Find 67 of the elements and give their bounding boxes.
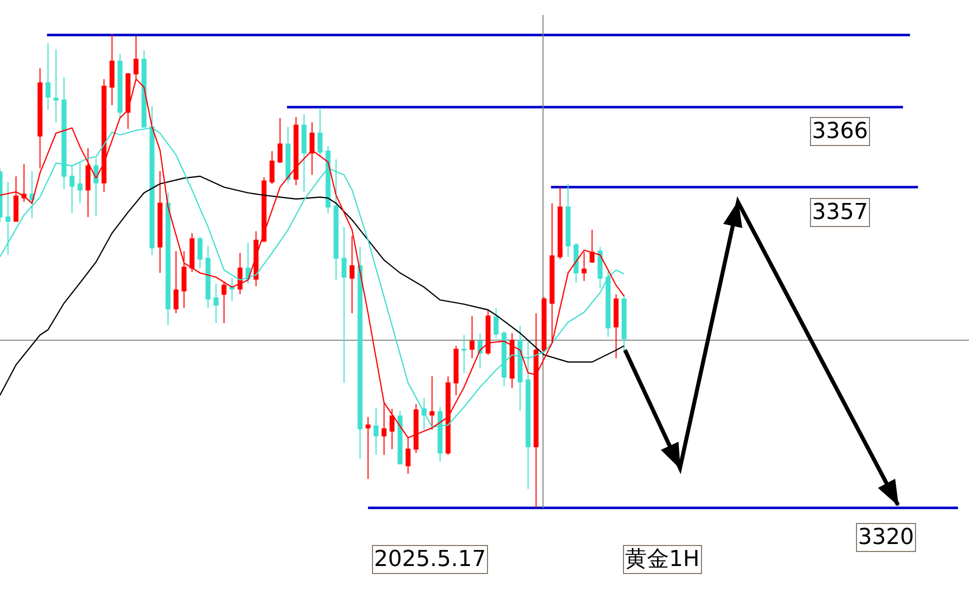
candlestick: [158, 170, 162, 274]
candlestick: [550, 202, 555, 344]
candlestick: [310, 122, 315, 176]
candlestick: [70, 165, 74, 214]
candlestick: [350, 235, 355, 314]
candlestick: [286, 126, 290, 184]
candlestick: [230, 278, 234, 302]
candlestick: [222, 281, 226, 324]
candlestick: [78, 162, 82, 204]
candlestick: [622, 294, 627, 354]
candlestick: [270, 150, 274, 184]
text: 3357: [812, 200, 868, 225]
candlestick: [198, 236, 202, 269]
candlestick: [582, 252, 587, 282]
candlestick: [614, 294, 619, 359]
candlestick: [558, 186, 563, 260]
candlestick: [470, 316, 475, 359]
candlestick: [166, 192, 170, 326]
candlestick: [374, 407, 379, 456]
candlestick: [262, 176, 266, 243]
candlestick: [254, 230, 258, 287]
candlestick: [430, 376, 435, 430]
candlestick: [190, 232, 194, 272]
text: 黄金1H: [625, 547, 700, 572]
candlestick: [14, 176, 18, 222]
candlestick: [118, 54, 122, 118]
candlestick: [94, 158, 98, 217]
candlestick: [574, 242, 579, 284]
candlestick: [566, 183, 571, 258]
candlestick: [110, 34, 114, 106]
candlestick: [462, 334, 467, 374]
text: 3366: [812, 119, 868, 144]
candlestick: [502, 330, 507, 387]
candlestick: [478, 332, 483, 369]
candlestick: [278, 117, 282, 164]
candlestick: [294, 116, 298, 186]
candlestick: [454, 345, 459, 396]
candlestick: [398, 410, 403, 464]
candlestick: [342, 226, 347, 384]
candlestick: [334, 158, 339, 281]
text: 3320: [858, 525, 914, 550]
candlestick: [606, 270, 611, 338]
candlestick: [206, 245, 210, 308]
candlestick: [6, 181, 10, 256]
candlestick: [238, 252, 242, 295]
candlestick: [46, 42, 50, 110]
candlestick: [318, 108, 323, 158]
candlestick: [518, 325, 523, 412]
candlestick: [86, 148, 90, 218]
candlestick: [174, 250, 178, 314]
text: 2025.5.17: [374, 547, 486, 572]
candlestick: [22, 163, 26, 202]
candlestick: [54, 48, 58, 123]
candlestick: [246, 242, 250, 284]
candlestick: [214, 283, 218, 324]
candlestick: [598, 246, 603, 289]
candlestick: [494, 307, 499, 338]
candlestick: [182, 250, 186, 308]
candlestick: [486, 309, 491, 356]
candlestick: [510, 332, 515, 389]
candlestick: [358, 246, 363, 460]
candlestick: [30, 170, 34, 218]
candlestick: [542, 296, 547, 353]
candlestick: [302, 114, 307, 192]
candlestick: [366, 416, 371, 480]
candlestick: [326, 145, 331, 214]
candlestick: [590, 229, 595, 264]
